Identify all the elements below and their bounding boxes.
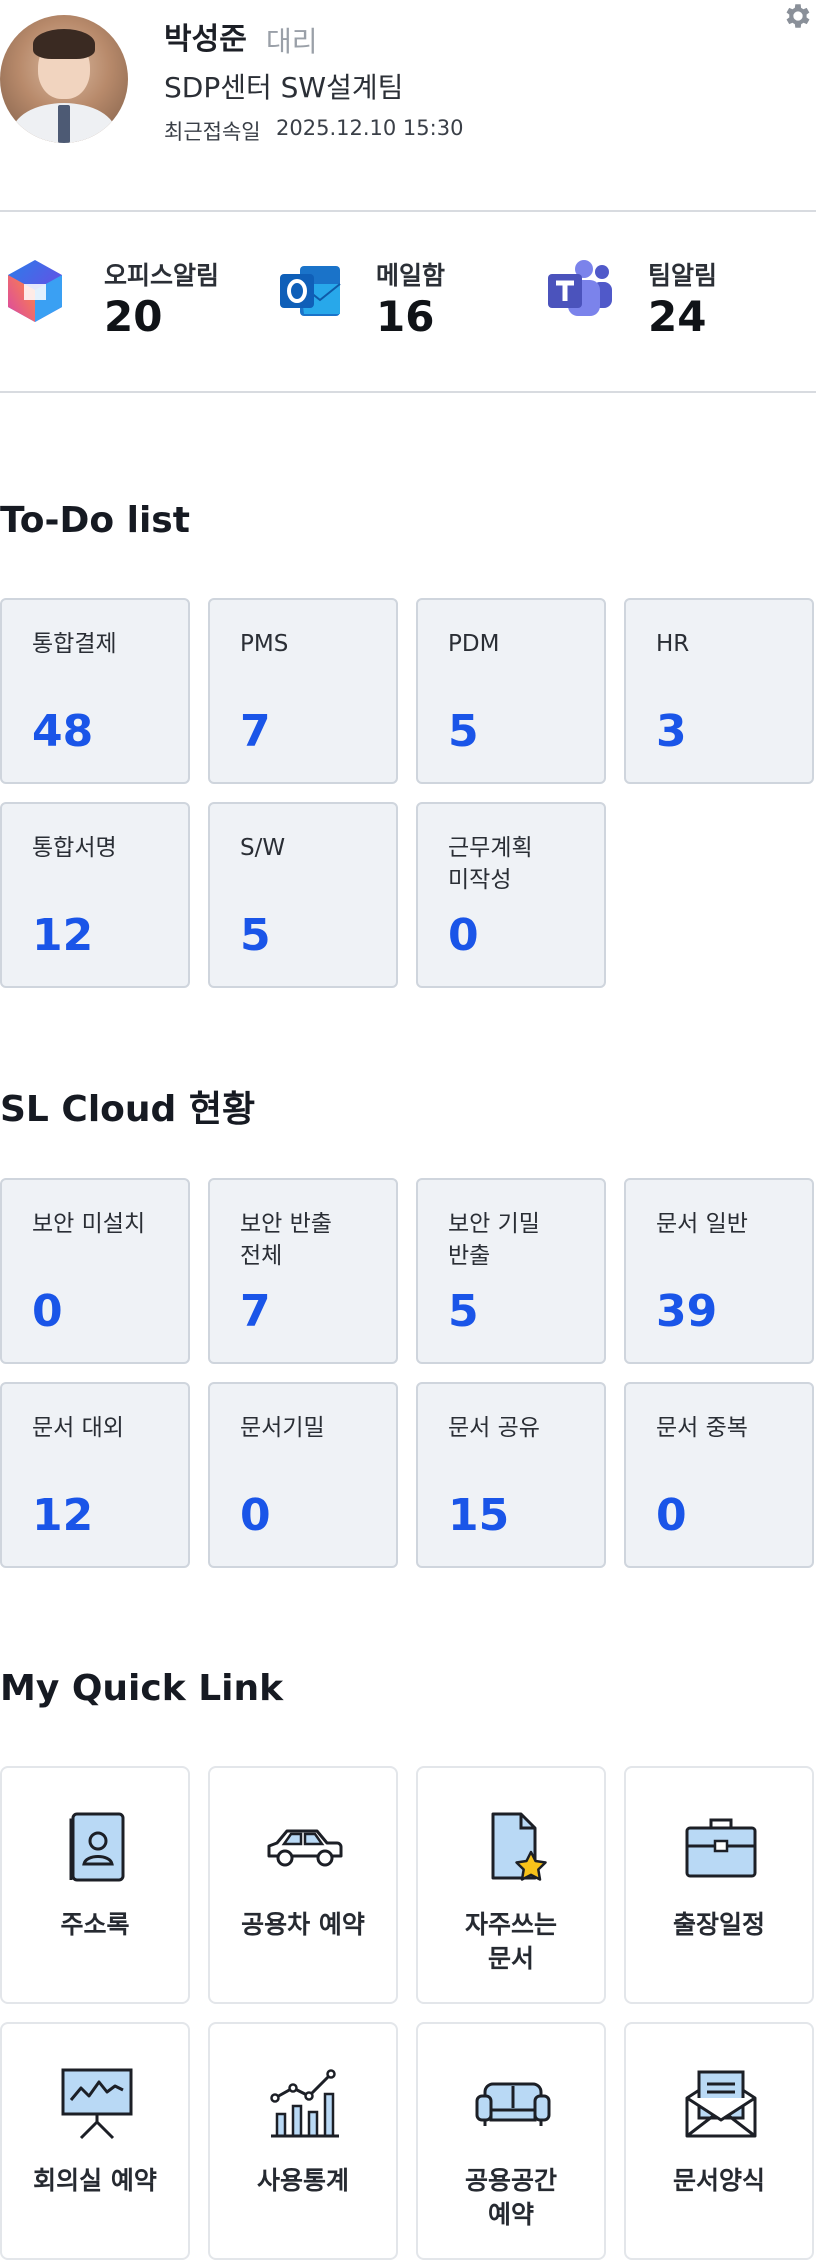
document-envelope-icon	[685, 2070, 757, 2138]
card-value: 5	[448, 1286, 479, 1337]
card-label: 보안 반출 전체	[240, 1211, 332, 1269]
last-login-label: 최근접속일	[164, 120, 261, 144]
quicklink-label: 회의실 예약	[33, 2166, 157, 2195]
slcloud-card[interactable]: 문서 중복 0	[624, 1382, 814, 1568]
divider	[0, 391, 816, 393]
quicklink-label: 문서양식	[672, 2166, 765, 2195]
card-label: 통합결제	[32, 631, 117, 657]
quicklink-frequent-documents[interactable]: 자주쓰는 문서	[416, 1766, 606, 2004]
quicklink-business-trip[interactable]: 출장일정	[624, 1766, 814, 2004]
presentation-board-icon	[61, 2068, 133, 2140]
quicklink-car-reservation[interactable]: 공용차 예약	[208, 1766, 398, 2004]
outlook-icon	[280, 266, 341, 316]
alert-label: 팀알림	[648, 261, 718, 290]
quicklink-usage-statistics[interactable]: 사용통계	[208, 2022, 398, 2260]
card-value: 0	[448, 910, 479, 961]
quicklink-label: 사용통계	[256, 2166, 349, 2195]
quicklink-meeting-room[interactable]: 회의실 예약	[0, 2022, 190, 2260]
card-value: 39	[656, 1286, 718, 1337]
quicklink-document-forms[interactable]: 문서양식	[624, 2022, 814, 2260]
card-value: 7	[240, 1286, 271, 1337]
card-label: 근무계획 미작성	[448, 835, 533, 893]
settings-gear-icon[interactable]	[782, 0, 814, 32]
card-value: 3	[656, 706, 687, 757]
alert-mail[interactable]: 메일함 16	[276, 250, 526, 341]
quicklink-title: My Quick Link	[0, 1668, 284, 1709]
alert-count: 24	[648, 292, 707, 341]
quicklink-address-book[interactable]: 주소록	[0, 1766, 190, 2004]
car-icon	[267, 1829, 343, 1867]
todo-card-work-plan[interactable]: 근무계획 미작성 0	[416, 802, 606, 988]
alert-label: 오피스알림	[104, 261, 220, 290]
card-value: 5	[240, 910, 271, 961]
todo-card-integrated-approval[interactable]: 통합결제 48	[0, 598, 190, 784]
slcloud-card[interactable]: 보안 미설치 0	[0, 1178, 190, 1364]
todo-card-hr[interactable]: HR 3	[624, 598, 814, 784]
card-value: 7	[240, 706, 271, 757]
teams-icon	[548, 260, 612, 316]
card-label: 문서 공유	[448, 1415, 540, 1441]
card-value: 15	[448, 1490, 510, 1541]
card-label: 보안 미설치	[32, 1211, 146, 1237]
slcloud-card[interactable]: 문서 공유 15	[416, 1382, 606, 1568]
card-label: 통합서명	[32, 835, 117, 861]
card-value: 12	[32, 910, 94, 961]
briefcase-icon	[685, 1818, 757, 1878]
todo-title: To-Do list	[0, 500, 190, 541]
card-label: 문서기밀	[240, 1415, 325, 1441]
slcloud-card[interactable]: 문서 일반 39	[624, 1178, 814, 1364]
card-value: 12	[32, 1490, 94, 1541]
divider	[0, 210, 816, 212]
card-label: 보안 기밀 반출	[448, 1211, 540, 1269]
todo-card-pdm[interactable]: PDM 5	[416, 598, 606, 784]
slcloud-card[interactable]: 보안 반출 전체 7	[208, 1178, 398, 1364]
office-icon	[8, 260, 62, 322]
user-rank: 대리	[266, 25, 318, 58]
card-label: PMS	[240, 631, 289, 657]
card-label: HR	[656, 631, 690, 657]
quicklink-shared-space[interactable]: 공용공간 예약	[416, 2022, 606, 2260]
card-value: 0	[656, 1490, 687, 1541]
quicklink-label: 공용공간 예약	[464, 2166, 557, 2229]
avatar[interactable]	[0, 15, 128, 143]
user-team: SDP센터 SW설계팀	[164, 71, 404, 104]
sofa-icon	[475, 2082, 551, 2126]
slcloud-card[interactable]: 문서 대외 12	[0, 1382, 190, 1568]
card-value: 5	[448, 706, 479, 757]
todo-card-integrated-signature[interactable]: 통합서명 12	[0, 802, 190, 988]
slcloud-card[interactable]: 문서기밀 0	[208, 1382, 398, 1568]
card-value: 0	[32, 1286, 63, 1337]
user-name: 박성준	[164, 22, 247, 57]
alert-count: 16	[376, 292, 435, 341]
alert-office[interactable]: 오피스알림 20	[0, 250, 260, 341]
address-book-icon	[69, 1812, 125, 1882]
card-label: S/W	[240, 835, 286, 861]
alert-count: 20	[104, 292, 163, 341]
card-label: 문서 중복	[656, 1415, 748, 1441]
quicklink-label: 공용차 예약	[241, 1910, 365, 1939]
alert-label: 메일함	[376, 261, 446, 290]
card-label: 문서 대외	[32, 1415, 124, 1441]
alert-teams[interactable]: 팀알림 24	[546, 250, 796, 341]
card-value: 48	[32, 706, 94, 757]
profile-header: 박성준 대리 SDP센터 SW설계팀 최근접속일 2025.12.10 15:3…	[0, 0, 816, 210]
last-login-value: 2025.12.10 15:30	[276, 116, 464, 140]
quicklink-label: 출장일정	[672, 1910, 765, 1939]
quicklink-label: 자주쓰는 문서	[464, 1910, 557, 1973]
slcloud-card[interactable]: 보안 기밀 반출 5	[416, 1178, 606, 1364]
slcloud-title: SL Cloud 현황	[0, 1089, 256, 1130]
todo-card-sw[interactable]: S/W 5	[208, 802, 398, 988]
card-label: PDM	[448, 631, 500, 657]
starred-document-icon	[491, 1812, 547, 1881]
card-label: 문서 일반	[656, 1211, 748, 1237]
card-value: 0	[240, 1490, 271, 1541]
todo-card-pms[interactable]: PMS 7	[208, 598, 398, 784]
quicklink-label: 주소록	[60, 1910, 130, 1939]
statistics-chart-icon	[270, 2069, 339, 2138]
